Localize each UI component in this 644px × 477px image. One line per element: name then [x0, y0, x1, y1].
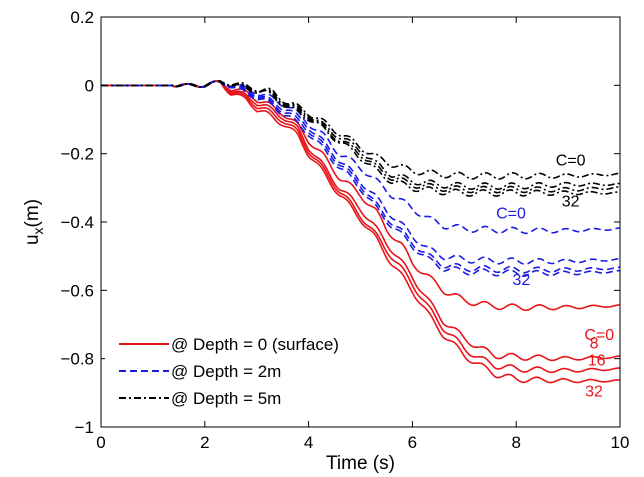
curve-label: 32	[585, 383, 603, 400]
x-tick-label: 10	[611, 433, 630, 452]
legend-label: @ Depth = 5m	[171, 389, 281, 408]
x-tick-label: 0	[96, 433, 105, 452]
series-line	[101, 80, 621, 197]
series-line	[101, 80, 621, 265]
x-tick-label: 4	[304, 433, 313, 452]
series-line	[101, 80, 620, 194]
x-axis-label: Time (s)	[326, 453, 395, 474]
series-line	[101, 79, 621, 312]
y-tick-label: −0.4	[60, 213, 94, 232]
series-line	[101, 80, 621, 190]
x-tick-label: 8	[511, 433, 520, 452]
legend: @ Depth = 0 (surface) @ Depth = 2m @ Depth…	[105, 323, 397, 413]
svg-text:ux(m): ux(m)	[22, 199, 46, 245]
y-axis-label-subscript: x	[30, 227, 46, 234]
y-axis-label: ux(m)	[22, 199, 46, 245]
series-curves	[101, 79, 621, 384]
legend-label: @ Depth = 2m	[171, 362, 281, 381]
y-axis-label-unit: (m)	[22, 199, 43, 227]
series-line	[101, 80, 621, 384]
curve-label: 8	[590, 335, 599, 352]
x-tick-label: 2	[200, 433, 209, 452]
curve-label: C=0	[584, 327, 614, 344]
series-line	[101, 80, 620, 274]
series-line	[101, 80, 621, 277]
series-line	[101, 79, 621, 180]
curve-label: 32	[562, 194, 580, 211]
series-line	[101, 79, 621, 235]
y-tick-label: −0.2	[60, 145, 94, 164]
y-tick-label: 0	[85, 76, 94, 95]
curve-label: 16	[588, 353, 606, 370]
y-tick-label: −0.6	[60, 281, 94, 300]
y-tick-label: −0.8	[60, 350, 94, 369]
curve-label: C=0	[556, 153, 586, 170]
curve-label: 32	[512, 272, 530, 289]
curve-label: C=0	[496, 206, 526, 223]
y-axis-label-main: u	[22, 234, 43, 245]
y-tick-label: 0.2	[70, 8, 94, 27]
x-tick-label: 6	[408, 433, 417, 452]
y-tick-label: −1	[75, 418, 94, 437]
axis-ticks: 0 2 4 6 8 10 0.2 0 −0.2 −0.4 −0.6 −0.8 −1	[60, 8, 629, 452]
legend-label: @ Depth = 0 (surface)	[171, 335, 339, 354]
